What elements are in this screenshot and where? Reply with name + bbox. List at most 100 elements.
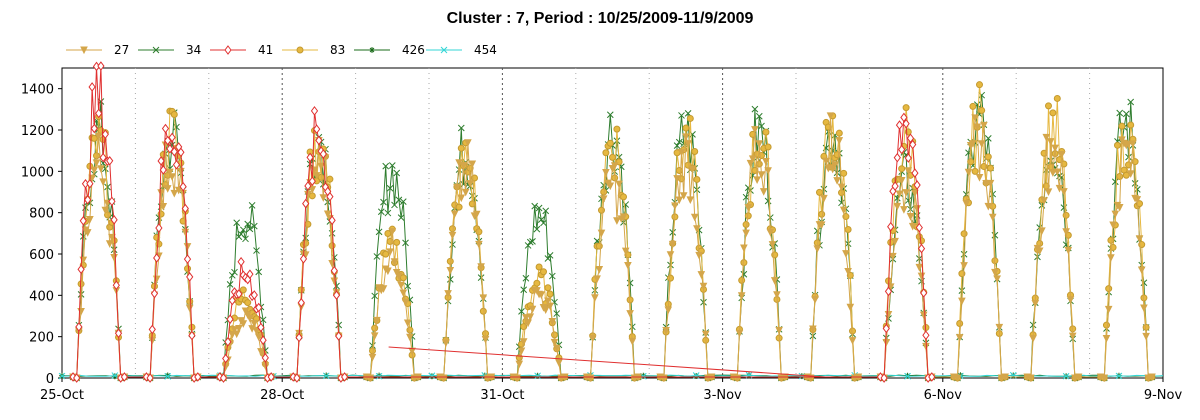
data-point bbox=[177, 147, 185, 158]
data-point bbox=[255, 302, 263, 313]
data-point bbox=[330, 277, 339, 286]
data-point bbox=[613, 125, 621, 133]
data-point bbox=[1062, 211, 1070, 219]
data-point bbox=[904, 167, 913, 175]
data-point bbox=[239, 320, 248, 328]
data-point bbox=[148, 324, 156, 335]
data-point bbox=[228, 271, 236, 279]
data-point bbox=[762, 128, 770, 136]
data-point bbox=[628, 323, 636, 331]
data-point bbox=[548, 317, 557, 326]
data-point bbox=[375, 372, 383, 380]
data-point bbox=[459, 161, 468, 170]
data-point bbox=[219, 373, 228, 383]
data-point bbox=[382, 250, 390, 258]
data-point bbox=[920, 288, 928, 298]
legend-item: 41 bbox=[210, 43, 273, 57]
data-point bbox=[531, 202, 539, 210]
data-point bbox=[759, 188, 768, 196]
data-point bbox=[1040, 197, 1048, 205]
data-point bbox=[686, 196, 695, 204]
data-point bbox=[232, 330, 241, 339]
x-tick-label: 3-Nov bbox=[703, 388, 742, 403]
data-point bbox=[686, 114, 694, 122]
data-point bbox=[984, 202, 993, 211]
data-point bbox=[231, 268, 238, 276]
data-point bbox=[99, 178, 107, 187]
data-point bbox=[1122, 171, 1130, 179]
data-point bbox=[457, 194, 466, 203]
data-point bbox=[775, 326, 783, 335]
data-point bbox=[304, 220, 312, 228]
data-point bbox=[302, 198, 310, 209]
data-point bbox=[551, 331, 559, 339]
data-point bbox=[168, 132, 176, 143]
data-point bbox=[253, 247, 260, 254]
data-point bbox=[833, 177, 841, 185]
data-point bbox=[237, 256, 245, 267]
data-point bbox=[457, 124, 465, 132]
data-point bbox=[110, 253, 118, 262]
data-point bbox=[242, 235, 249, 243]
data-point bbox=[675, 138, 683, 146]
data-point bbox=[1122, 110, 1130, 118]
data-point bbox=[884, 286, 893, 297]
data-point bbox=[80, 46, 88, 55]
data-point bbox=[620, 193, 628, 201]
data-point bbox=[475, 228, 483, 236]
data-point bbox=[844, 268, 852, 276]
data-point bbox=[1113, 141, 1121, 149]
data-point bbox=[522, 274, 530, 282]
data-point bbox=[609, 153, 616, 161]
data-point bbox=[373, 316, 381, 325]
data-point bbox=[1035, 247, 1044, 256]
data-point bbox=[1131, 158, 1139, 166]
data-point bbox=[306, 152, 314, 163]
legend-item: 27 bbox=[66, 43, 129, 57]
data-point bbox=[226, 281, 234, 288]
data-point bbox=[666, 251, 675, 259]
data-point bbox=[1137, 266, 1146, 275]
data-point bbox=[252, 327, 261, 336]
y-tick-label: 800 bbox=[29, 207, 54, 222]
data-point bbox=[464, 139, 472, 147]
data-point bbox=[679, 192, 688, 200]
data-point bbox=[477, 263, 485, 271]
data-point bbox=[455, 203, 463, 211]
data-point bbox=[153, 253, 161, 263]
data-point bbox=[980, 121, 988, 130]
data-point bbox=[235, 289, 243, 299]
data-point bbox=[768, 241, 777, 249]
data-point bbox=[902, 118, 910, 129]
data-point bbox=[326, 175, 334, 183]
data-point bbox=[766, 228, 775, 237]
data-point bbox=[188, 330, 196, 341]
data-point bbox=[684, 140, 692, 148]
data-point bbox=[960, 262, 968, 270]
data-point bbox=[401, 298, 410, 307]
data-point bbox=[619, 213, 628, 222]
data-point bbox=[1057, 150, 1066, 159]
data-point bbox=[335, 321, 343, 329]
series-27 bbox=[69, 112, 1156, 383]
data-point bbox=[1126, 170, 1135, 178]
data-point bbox=[699, 282, 708, 291]
data-point bbox=[909, 139, 917, 150]
data-point bbox=[164, 372, 171, 379]
data-point bbox=[613, 217, 621, 225]
data-point bbox=[546, 302, 554, 311]
data-point bbox=[1053, 94, 1061, 102]
data-point bbox=[842, 250, 850, 258]
data-point bbox=[666, 274, 674, 282]
data-point bbox=[90, 123, 98, 134]
data-point bbox=[403, 319, 412, 328]
data-point bbox=[1116, 109, 1124, 117]
data-point bbox=[533, 287, 541, 295]
data-point bbox=[246, 269, 254, 280]
data-point bbox=[602, 169, 610, 177]
data-point bbox=[615, 180, 623, 189]
data-point bbox=[391, 201, 398, 209]
data-point bbox=[882, 339, 891, 347]
data-point bbox=[675, 196, 684, 205]
data-point bbox=[835, 137, 844, 145]
